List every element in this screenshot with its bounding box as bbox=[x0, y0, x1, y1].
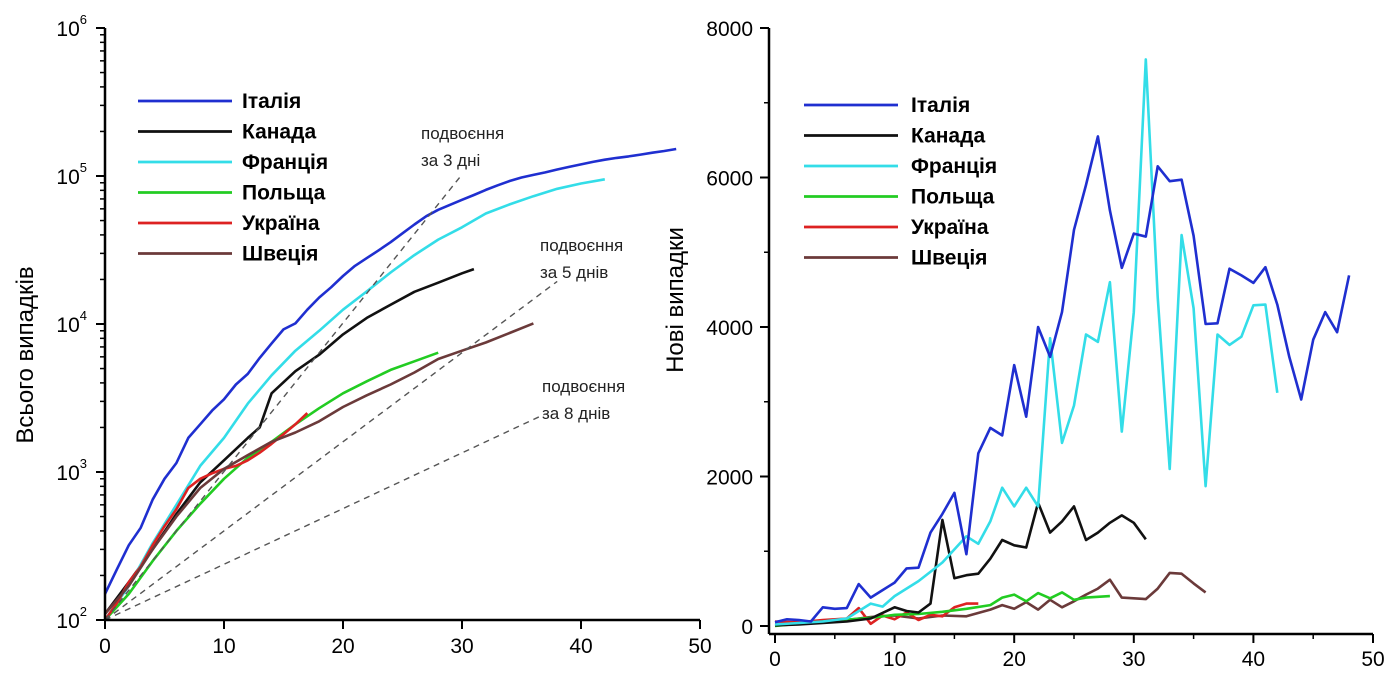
left-x-tick-label: 20 bbox=[331, 635, 354, 658]
left-legend-label-франція: Франція bbox=[242, 151, 328, 174]
right-series-lines bbox=[774, 58, 1351, 628]
left-y-tick-exponent: 5 bbox=[80, 160, 87, 175]
doubling-annotations: подвоєння за 3 дні подвоєння за 5 днів подво… bbox=[421, 124, 625, 423]
right-y-tick-label: 0 bbox=[741, 616, 753, 639]
total-cases-chart: 0 10 20 30 40 50 102 103 104 105 106 Всього випадк… bbox=[12, 12, 712, 658]
left-y-tick-exponent: 2 bbox=[80, 604, 87, 619]
doubling-annotation-text: подвоєння bbox=[542, 377, 625, 396]
left-legend-label-швеція: Швеція bbox=[242, 243, 318, 266]
right-y-tick-label: 4000 bbox=[706, 317, 753, 340]
doubling-guide-line bbox=[104, 280, 558, 621]
left-y-tick-label: 103 bbox=[56, 456, 87, 485]
doubling-annotation-text: за 8 днів bbox=[542, 404, 610, 423]
right-legend-label-швеція: Швеція bbox=[911, 247, 987, 270]
right-ticks: 0 10 20 30 40 50 0 2000 4000 6000 8000 bbox=[706, 18, 1384, 671]
left-legend: Італія Канада Франція Польща Україна Швеція bbox=[138, 90, 328, 266]
right-x-tick-label: 40 bbox=[1242, 648, 1265, 671]
right-x-tick-label: 20 bbox=[1003, 648, 1026, 671]
left-series-lines bbox=[103, 147, 677, 621]
left-series-італія bbox=[103, 147, 677, 595]
right-y-tick-label: 2000 bbox=[706, 467, 753, 490]
right-series-італія bbox=[774, 135, 1351, 624]
left-y-tick-exponent: 3 bbox=[80, 456, 87, 471]
left-y-tick-label: 106 bbox=[56, 12, 87, 41]
new-cases-chart: 0 10 20 30 40 50 0 2000 4000 6000 8000 Нові випадк… bbox=[662, 18, 1385, 671]
right-x-tick-label: 30 bbox=[1122, 648, 1145, 671]
left-y-tick-exponent: 6 bbox=[80, 12, 87, 27]
right-y-tick-label: 6000 bbox=[706, 168, 753, 191]
left-series-швеція bbox=[104, 322, 534, 615]
left-x-tick-label: 40 bbox=[569, 635, 592, 658]
left-x-tick-label: 50 bbox=[688, 635, 711, 658]
left-x-tick-label: 10 bbox=[212, 635, 235, 658]
left-y-tick-exponent: 4 bbox=[80, 308, 87, 323]
doubling-annotation-text: подвоєння bbox=[421, 124, 504, 143]
left-legend-label-україна: Україна bbox=[242, 212, 320, 235]
doubling-annotation-text: подвоєння bbox=[540, 236, 623, 255]
right-legend-label-польща: Польща bbox=[911, 186, 995, 209]
right-x-tick-label: 0 bbox=[769, 648, 781, 671]
left-ticks: 0 10 20 30 40 50 102 103 104 105 106 bbox=[56, 12, 711, 658]
right-series-канада bbox=[774, 501, 1147, 627]
right-legend-label-франція: Франція bbox=[911, 155, 997, 178]
left-legend-label-польща: Польща bbox=[242, 182, 326, 205]
left-legend-label-канада: Канада bbox=[242, 121, 316, 144]
left-y-tick-label: 102 bbox=[56, 604, 87, 633]
right-y-tick-label: 8000 bbox=[706, 18, 753, 41]
doubling-guide-line bbox=[104, 413, 546, 621]
left-y-tick-label: 105 bbox=[56, 160, 87, 189]
right-x-tick-label: 10 bbox=[883, 648, 906, 671]
left-y-axis-title: Всього випадків bbox=[12, 266, 39, 443]
doubling-annotation-text: за 3 дні bbox=[421, 151, 480, 170]
right-series-франція bbox=[774, 58, 1279, 626]
right-legend: Італія Канада Франція Польща Україна Швеція bbox=[804, 94, 997, 270]
left-y-tick-label: 104 bbox=[56, 308, 87, 337]
left-series-україна bbox=[103, 412, 309, 621]
right-series-польща bbox=[774, 591, 1110, 628]
left-series-франція bbox=[103, 178, 606, 621]
left-series-канада bbox=[103, 267, 475, 615]
doubling-guide-line bbox=[104, 174, 463, 621]
right-legend-label-італія: Італія bbox=[911, 94, 970, 117]
left-x-tick-label: 30 bbox=[450, 635, 473, 658]
doubling-annotation-text: за 5 днів bbox=[540, 263, 608, 282]
left-legend-label-італія: Італія bbox=[242, 90, 301, 113]
right-legend-label-канада: Канада bbox=[911, 125, 985, 148]
right-x-tick-label: 50 bbox=[1361, 648, 1384, 671]
right-y-axis-title: Нові випадки bbox=[662, 227, 689, 373]
left-x-tick-label: 0 bbox=[99, 635, 111, 658]
right-series-швеція bbox=[774, 571, 1207, 626]
right-legend-label-україна: Україна bbox=[911, 216, 989, 239]
